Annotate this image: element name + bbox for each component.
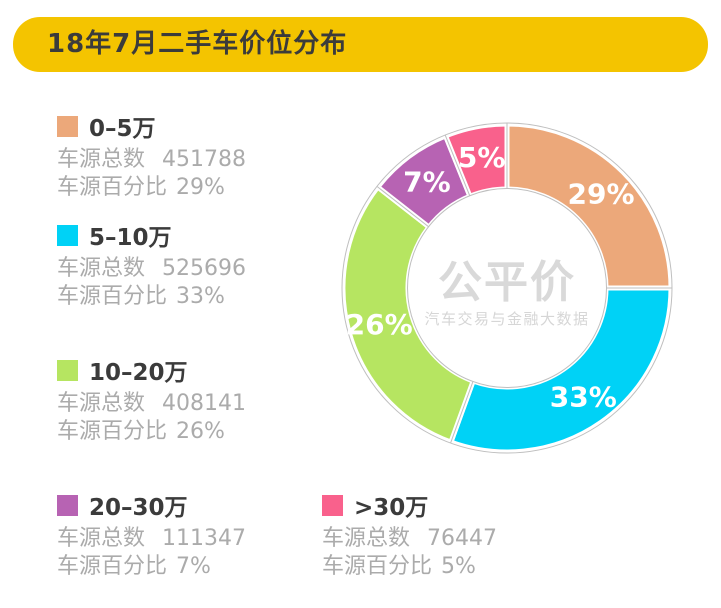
legend-total-row: 车源总数 408141	[57, 390, 317, 418]
legend-item-20-30: 20–30万 车源总数 111347 车源百分比 7%	[57, 492, 317, 581]
legend-percent-row: 车源百分比 7%	[57, 553, 317, 581]
segment-percent-label: 5%	[458, 141, 506, 174]
segment-percent-label: 7%	[403, 165, 451, 198]
legend-swatch	[57, 115, 78, 137]
legend-range-label: 0–5万	[89, 116, 156, 142]
total-label: 车源总数	[57, 147, 146, 172]
total-value: 111347	[162, 526, 246, 551]
segment-percent-label: 33%	[550, 380, 617, 413]
legend-total-row: 车源总数 76447	[322, 525, 582, 553]
legend-swatch	[57, 224, 78, 246]
percent-value: 7%	[176, 554, 211, 579]
legend-swatch	[322, 494, 343, 516]
legend-swatch	[57, 494, 78, 516]
donut-segment-0	[504, 121, 674, 291]
donut-boundary-line	[450, 381, 474, 444]
legend-percent-row: 车源百分比 26%	[57, 418, 317, 446]
percent-label: 车源百分比	[57, 284, 168, 309]
page-title: 18年7月二手车价位分布	[47, 29, 348, 59]
legend-head: 10–20万	[57, 357, 317, 386]
percent-label: 车源百分比	[322, 554, 433, 579]
total-label: 车源总数	[57, 391, 146, 416]
legend-item-10-20: 10–20万 车源总数 408141 车源百分比 26%	[57, 357, 317, 446]
watermark-logo: 公平价	[437, 257, 576, 308]
legend-head: 0–5万	[57, 113, 317, 142]
watermark-tagline: 汽车交易与金融大数据	[424, 310, 590, 328]
total-value: 76447	[427, 526, 498, 551]
legend-item-30plus: >30万 车源总数 76447 车源百分比 5%	[322, 492, 582, 581]
total-label: 车源总数	[57, 526, 146, 551]
legend-swatch	[57, 359, 78, 381]
percent-value: 26%	[176, 419, 225, 444]
legend-percent-row: 车源百分比 5%	[322, 553, 582, 581]
total-value: 451788	[162, 147, 246, 172]
legend-range-label: 10–20万	[89, 360, 188, 386]
percent-label: 车源百分比	[57, 419, 168, 444]
watermark: 公平价 汽车交易与金融大数据	[424, 260, 589, 329]
percent-value: 5%	[441, 554, 476, 579]
donut-boundary-line	[376, 186, 429, 228]
total-label: 车源总数	[57, 256, 146, 281]
donut-segment-2	[340, 183, 477, 446]
donut-chart: 29% 33% 26% 7%5%	[340, 121, 674, 455]
total-label: 车源总数	[322, 526, 411, 551]
legend-head: 5–10万	[57, 222, 317, 251]
total-value: 408141	[162, 391, 246, 416]
legend-percent-row: 车源百分比 29%	[57, 174, 317, 202]
total-value: 525696	[162, 256, 246, 281]
legend-total-row: 车源总数 111347	[57, 525, 317, 553]
segment-percent-label: 29%	[568, 177, 635, 210]
legend-head: 20–30万	[57, 492, 317, 521]
segment-percent-label: 26%	[346, 308, 413, 341]
legend-range-label: >30万	[354, 495, 429, 521]
percent-label: 车源百分比	[57, 175, 168, 200]
legend-item-5-10: 5–10万 车源总数 525696 车源百分比 33%	[57, 222, 317, 311]
legend-range-label: 20–30万	[89, 495, 188, 521]
donut-segment-1	[447, 285, 674, 455]
chart-title-bar: 18年7月二手车价位分布	[13, 17, 708, 72]
legend-total-row: 车源总数 525696	[57, 255, 317, 283]
percent-value: 33%	[176, 284, 225, 309]
legend-head: >30万	[322, 492, 582, 521]
donut-boundary-line	[444, 134, 471, 196]
percent-value: 29%	[176, 175, 225, 200]
legend-percent-row: 车源百分比 33%	[57, 283, 317, 311]
legend-range-label: 5–10万	[89, 225, 172, 251]
percent-label: 车源百分比	[57, 554, 168, 579]
legend-total-row: 车源总数 451788	[57, 146, 317, 174]
legend-item-0-5: 0–5万 车源总数 451788 车源百分比 29%	[57, 113, 317, 202]
